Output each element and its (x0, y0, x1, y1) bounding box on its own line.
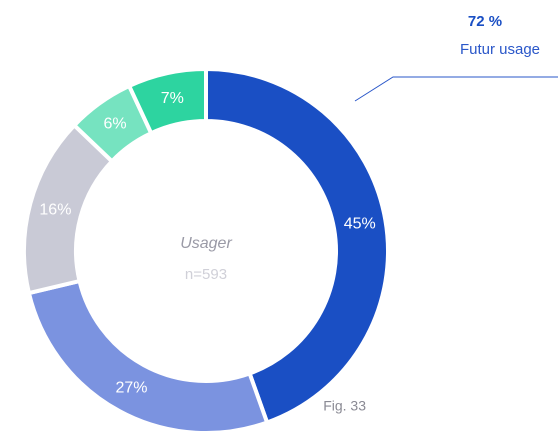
center-subtitle: n=593 (185, 266, 227, 283)
donut-slice (126, 66, 208, 136)
donut-slice (26, 278, 270, 435)
donut (22, 66, 390, 435)
value-label: 27% (116, 379, 148, 396)
value-label: 6% (104, 115, 127, 132)
annotation-line (354, 76, 558, 102)
center-title: Usager (180, 235, 232, 252)
caption: Fig. 33 (323, 398, 366, 414)
value-label: 16% (39, 201, 71, 218)
annotation-label: Futur usage (460, 41, 540, 58)
value-label: 7% (161, 90, 184, 107)
annotation-value: 72 % (468, 13, 502, 30)
value-label: 45% (344, 216, 376, 233)
donut-slice (204, 66, 390, 426)
